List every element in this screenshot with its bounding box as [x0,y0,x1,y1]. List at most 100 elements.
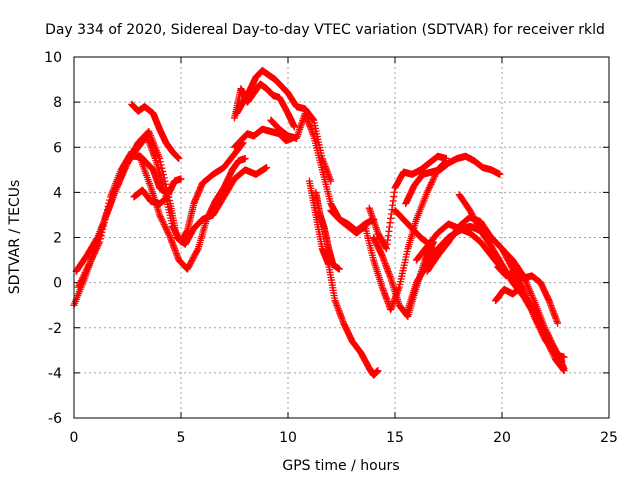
data-point [157,214,165,222]
y-tick-label: 0 [53,276,62,292]
data-point [102,212,110,220]
data-point [81,269,89,277]
data-point [534,318,542,326]
data-point [549,351,557,359]
data-point [97,232,105,240]
data-point [78,275,86,283]
data-point [103,209,111,217]
data-point [536,323,544,331]
plot-frame [73,56,610,419]
data-point [428,177,436,185]
data-point [99,225,107,233]
data-point [90,249,98,257]
y-tick-label: 8 [53,95,62,111]
data-point [538,326,546,334]
x-axis-label: GPS time / hours [282,458,399,474]
data-point [535,320,543,328]
data-point [160,174,168,182]
x-tick-label: 15 [386,430,404,446]
data-point [98,228,106,236]
data-point [193,246,201,254]
x-tick-label: 10 [279,430,297,446]
data-point [166,232,174,240]
data-point [423,188,431,196]
series-track-l [312,188,343,273]
data-point [104,203,112,211]
data-point [165,230,173,238]
data-point [93,243,101,251]
series-track-u [455,191,568,375]
data-point [156,158,164,166]
data-point [496,170,504,178]
data-point [531,312,539,320]
data-point [83,264,91,272]
data-point [162,225,170,233]
series-track-d [128,100,183,163]
axis-ticks: 0 5 10 15 20 25 -6 -4 -2 0 2 4 6 8 10 [44,50,618,446]
x-tick-label: 0 [70,430,79,446]
data-points [70,67,568,379]
y-tick-label: 4 [53,185,62,201]
data-point [159,167,167,175]
data-point [327,177,335,185]
y-tick-label: -2 [48,321,62,337]
data-point [550,352,558,360]
data-point [162,180,170,188]
data-point [83,265,91,273]
series-track-p [402,152,504,208]
data-point [158,164,166,172]
data-point [96,235,104,243]
data-point [103,206,111,214]
data-point [164,193,172,201]
data-point [539,330,547,338]
data-point [424,187,432,195]
data-point [92,246,100,254]
data-point [374,367,382,375]
data-point [84,262,92,270]
data-point [85,261,93,269]
data-point [544,339,552,347]
data-point [162,224,170,232]
data-point [159,171,167,179]
data-point [541,333,549,341]
data-point [542,334,550,342]
data-point [79,273,87,281]
data-point [100,222,108,230]
y-tick-label: 6 [53,140,62,156]
data-point [546,344,554,352]
data-point [161,222,169,230]
data-point [543,338,551,346]
data-point [540,331,548,339]
data-point [335,265,343,273]
data-point [95,240,103,248]
chart-title: Day 334 of 2020, Sidereal Day-to-day VTE… [45,22,605,38]
data-point [517,283,525,291]
data-point [560,367,568,375]
data-point [93,244,101,252]
data-point [537,325,545,333]
series-track-e [130,152,185,199]
data-point [75,282,83,290]
data-point [530,310,538,318]
data-point [82,267,90,275]
data-point [545,342,553,350]
series-track-j [267,109,378,235]
data-point [87,256,95,264]
series-track-n [365,152,450,253]
data-point [80,270,88,278]
data-point [263,164,271,172]
data-point [428,179,436,187]
data-point [532,315,540,323]
data-point [425,184,433,192]
data-point [74,283,82,291]
y-tick-label: -6 [48,411,62,427]
series-track-i [231,80,298,131]
data-point [89,253,97,261]
data-point [442,155,450,163]
series-track-c [74,148,249,291]
data-point [77,278,85,286]
data-point [241,155,249,163]
data-point [542,336,550,344]
data-point [156,213,164,221]
